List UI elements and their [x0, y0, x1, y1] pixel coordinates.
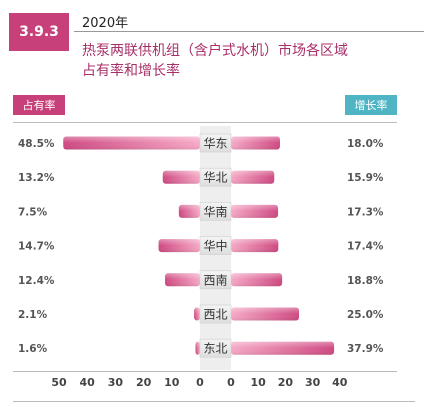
region-label-box — [199, 304, 232, 324]
growth-value-label: 37.9% — [347, 343, 384, 355]
growth-bar-gloss — [231, 341, 335, 355]
growth-value-label: 17.3% — [347, 206, 384, 218]
region-label: 西南 — [203, 272, 227, 287]
left-axis-tick-label: 10 — [164, 376, 180, 389]
growth-legend-tag: 增长率 — [345, 95, 397, 115]
chart-title-line2: 占有率和增长率 — [82, 63, 180, 79]
region-label: 华东 — [203, 137, 227, 151]
growth-value-label: 25.0% — [347, 309, 384, 321]
share-bar-gloss — [178, 204, 200, 218]
region-label: 华南 — [203, 204, 227, 219]
region-label-box — [199, 236, 232, 255]
share-bar-gloss — [165, 273, 200, 287]
region-label-box — [199, 133, 232, 153]
region-label: 华北 — [203, 171, 227, 185]
left-axis-tick-label: 20 — [136, 376, 152, 389]
growth-value-label: 18.0% — [347, 138, 384, 150]
left-axis-tick-label: 50 — [51, 376, 67, 389]
growth-bar-gloss — [231, 136, 280, 150]
share-bar-gloss — [195, 341, 200, 355]
left-axis-tick-label: 40 — [80, 376, 96, 389]
share-value-label: 12.4% — [18, 275, 55, 287]
region-label-box — [199, 338, 232, 358]
left-axis-tick-label: 30 — [108, 376, 124, 389]
share-legend-tag: 占有率 — [13, 95, 65, 115]
section-number-badge: 3.9.3 — [9, 13, 69, 51]
growth-value-label: 18.8% — [347, 275, 384, 287]
region-label: 东北 — [203, 342, 227, 356]
top-divider — [13, 122, 397, 123]
bottom-rule — [13, 401, 415, 402]
title-rule — [74, 31, 424, 32]
year-label: 2020年 — [82, 16, 129, 31]
share-value-label: 1.6% — [18, 343, 48, 355]
growth-bar-gloss — [231, 204, 279, 218]
region-label: 华中 — [203, 238, 227, 253]
right-axis-tick-label: 20 — [278, 376, 294, 389]
share-bar-gloss — [194, 307, 200, 321]
growth-bar-gloss — [231, 170, 275, 184]
share-bar-gloss — [63, 136, 201, 150]
left-axis-tick-label: 0 — [196, 376, 204, 389]
share-bar-gloss — [162, 170, 200, 184]
region-label-box — [199, 202, 232, 221]
growth-value-label: 15.9% — [347, 172, 384, 184]
right-axis-tick-label: 10 — [251, 376, 267, 389]
share-bar-gloss — [158, 239, 200, 253]
region-label-box — [199, 270, 232, 290]
share-value-label: 48.5% — [18, 138, 55, 150]
right-axis-tick-label: 0 — [227, 376, 235, 389]
share-value-label: 13.2% — [18, 172, 55, 184]
growth-value-label: 17.4% — [347, 241, 384, 253]
growth-bar-gloss — [231, 307, 299, 321]
share-value-label: 14.7% — [18, 241, 55, 253]
share-value-label: 2.1% — [18, 309, 48, 321]
chart-title-line1: 热泵两联供机组（含户式水机）市场各区域 — [82, 43, 348, 59]
region-label: 西北 — [203, 308, 227, 322]
x-axis-line — [13, 371, 397, 372]
growth-bar-gloss — [231, 239, 279, 253]
growth-bar-gloss — [231, 273, 283, 287]
share-value-label: 7.5% — [18, 206, 48, 218]
region-label-box — [199, 167, 232, 187]
right-axis-tick-label: 40 — [332, 376, 348, 389]
right-axis-tick-label: 30 — [305, 376, 321, 389]
